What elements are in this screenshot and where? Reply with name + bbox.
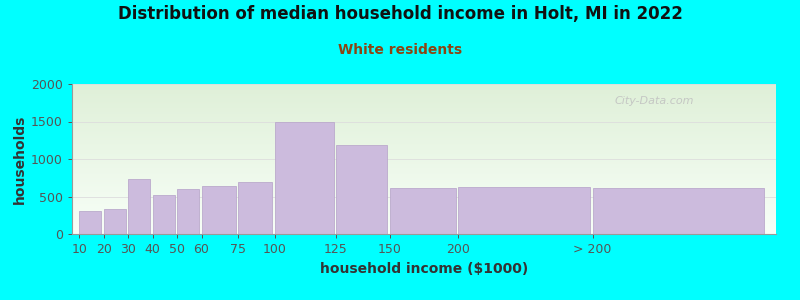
- Bar: [458, 187, 590, 234]
- Bar: [79, 211, 102, 234]
- X-axis label: household income ($1000): household income ($1000): [320, 262, 528, 276]
- Text: City-Data.com: City-Data.com: [614, 96, 694, 106]
- Bar: [202, 186, 236, 234]
- Bar: [390, 188, 456, 234]
- Bar: [593, 188, 764, 234]
- Bar: [104, 208, 126, 234]
- Bar: [336, 145, 387, 234]
- Bar: [238, 182, 273, 234]
- Text: White residents: White residents: [338, 44, 462, 58]
- Bar: [128, 178, 150, 234]
- Text: Distribution of median household income in Holt, MI in 2022: Distribution of median household income …: [118, 4, 682, 22]
- Bar: [153, 195, 174, 234]
- Bar: [275, 122, 334, 234]
- Bar: [177, 189, 199, 234]
- Y-axis label: households: households: [13, 114, 27, 204]
